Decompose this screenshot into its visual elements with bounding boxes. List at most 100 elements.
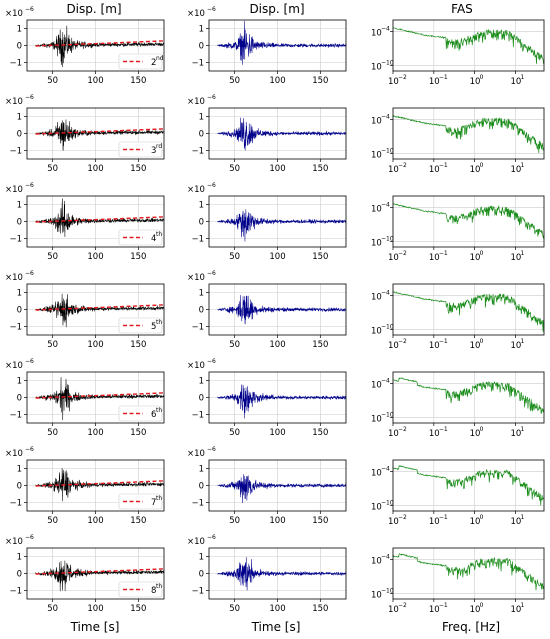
axes-background: [393, 372, 544, 423]
x-tick-label: 50: [229, 428, 240, 438]
y-tick-label: 10: [371, 590, 382, 600]
x-tick-exponent: −2: [398, 162, 407, 169]
y-tick-exponent: −4: [381, 553, 390, 560]
y-tick-label: −1: [9, 235, 22, 245]
axes-background: [393, 460, 544, 511]
x-tick-label: 150: [130, 252, 146, 262]
legend-label-superscript: th: [156, 319, 162, 326]
y-scale-label: ×10: [5, 273, 23, 283]
y-tick-label: −1: [9, 587, 22, 597]
x-tick-label: 10: [470, 77, 481, 87]
displacement-trace: [35, 377, 165, 421]
x-tick-exponent: −2: [398, 602, 407, 609]
x-tick-label: 100: [269, 252, 285, 262]
x-tick-label: 50: [229, 516, 240, 526]
y-tick-label: −1: [191, 235, 204, 245]
y-tick-label: 1: [199, 553, 204, 563]
x-tick-label: 150: [312, 428, 328, 438]
displacement-trace: [35, 119, 165, 151]
y-tick-label: 1: [199, 25, 204, 35]
y-tick-label: 1: [17, 377, 22, 387]
y-tick-label: 10: [371, 380, 382, 390]
x-tick-label: 10: [470, 517, 481, 527]
legend-box: [118, 493, 163, 510]
x-tick-label: 10: [388, 605, 399, 615]
displacement-trace: [217, 20, 347, 65]
x-tick-label: 10: [388, 77, 399, 87]
x-tick-label: 10: [429, 341, 440, 351]
y-tick-label: 10: [371, 292, 382, 302]
y-scale-label: ×10: [187, 97, 205, 107]
y-tick-exponent: −10: [381, 147, 394, 154]
y-tick-label: −1: [9, 499, 22, 509]
x-tick-label: 10: [510, 253, 521, 263]
time-panel-2-row-1: 1 0 −1 50 100 150 ×10 −6: [187, 6, 347, 86]
y-scale-label: ×10: [187, 449, 205, 459]
y-tick-label: 0: [199, 42, 204, 52]
y-tick-label: 10: [371, 204, 382, 214]
legend-label: 7: [151, 498, 156, 508]
y-tick-label: 1: [17, 25, 22, 35]
legend-label-superscript: nd: [156, 55, 164, 62]
x-tick-label: 100: [87, 604, 103, 614]
x-tick-exponent: 1: [520, 162, 524, 169]
legend-label: 4: [151, 234, 156, 244]
fas-trace: [392, 27, 545, 64]
y-tick-label: 1: [199, 201, 204, 211]
displacement-trace: [217, 474, 347, 504]
axes-background: [393, 108, 544, 159]
x-tick-label: 10: [510, 429, 521, 439]
y-scale-exponent: −6: [25, 270, 34, 277]
y-scale-exponent: −6: [207, 446, 216, 453]
y-scale-label: ×10: [5, 9, 23, 19]
x-tick-label: 50: [229, 76, 240, 86]
x-tick-label: 10: [470, 165, 481, 175]
y-tick-label: 0: [17, 306, 22, 316]
y-scale-label: ×10: [5, 537, 23, 547]
x-tick-exponent: 0: [480, 162, 484, 169]
column-header-1: Disp. [m]: [66, 2, 121, 16]
axes-frame: [392, 195, 545, 248]
y-tick-exponent: −10: [381, 499, 394, 506]
legend-label-superscript: th: [156, 407, 162, 414]
x-tick-label: 150: [312, 340, 328, 350]
x-axis-label-1: Time [s]: [70, 620, 120, 634]
time-panel-1-row-6: 7 th 1 0 −1 50 100 150 ×10 −6: [5, 446, 165, 526]
y-scale-exponent: −6: [25, 6, 34, 13]
y-tick-label: 0: [199, 482, 204, 492]
y-tick-label: −1: [191, 411, 204, 421]
x-tick-label: 10: [429, 253, 440, 263]
y-scale-label: ×10: [187, 273, 205, 283]
y-tick-label: −1: [191, 59, 204, 69]
y-tick-label: 1: [199, 377, 204, 387]
x-tick-exponent: 0: [480, 426, 484, 433]
y-tick-label: −1: [191, 499, 204, 509]
legend-box: [118, 141, 163, 158]
y-scale-label: ×10: [187, 361, 205, 371]
x-tick-label: 10: [388, 165, 399, 175]
y-scale-exponent: −6: [207, 182, 216, 189]
x-tick-label: 150: [130, 428, 146, 438]
x-tick-label: 100: [269, 604, 285, 614]
y-tick-label: 10: [371, 150, 382, 160]
y-tick-exponent: −4: [381, 289, 390, 296]
x-tick-exponent: −2: [398, 514, 407, 521]
x-tick-exponent: −2: [398, 74, 407, 81]
y-tick-label: −1: [9, 411, 22, 421]
x-tick-label: 150: [312, 252, 328, 262]
x-tick-exponent: −1: [439, 426, 448, 433]
y-tick-label: 0: [17, 218, 22, 228]
x-tick-label: 100: [87, 164, 103, 174]
y-scale-label: ×10: [187, 185, 205, 195]
y-tick-exponent: −4: [381, 113, 390, 120]
x-tick-label: 10: [510, 341, 521, 351]
axes-frame: [392, 459, 545, 512]
axes-background: [393, 20, 544, 71]
axes-frame: [392, 107, 545, 160]
displacement-trace: [217, 209, 347, 242]
x-tick-label: 50: [229, 164, 240, 174]
y-tick-label: −1: [191, 323, 204, 333]
